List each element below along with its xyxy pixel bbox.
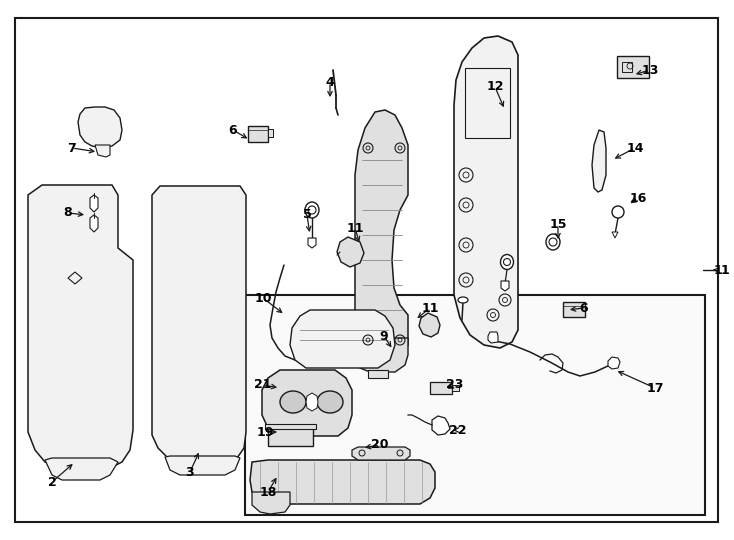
Polygon shape <box>322 346 332 355</box>
Bar <box>465 68 510 138</box>
Text: 12: 12 <box>486 80 504 93</box>
Polygon shape <box>608 357 620 369</box>
Polygon shape <box>488 332 498 343</box>
Polygon shape <box>28 185 133 468</box>
Text: 16: 16 <box>629 192 647 205</box>
Text: 7: 7 <box>68 141 76 154</box>
Polygon shape <box>612 232 618 238</box>
Polygon shape <box>78 107 122 148</box>
Ellipse shape <box>305 202 319 218</box>
Polygon shape <box>419 313 440 337</box>
Bar <box>622 62 632 72</box>
Text: 1: 1 <box>713 264 722 276</box>
Polygon shape <box>95 145 110 157</box>
Polygon shape <box>165 456 240 475</box>
Polygon shape <box>306 393 318 411</box>
Bar <box>563 302 585 317</box>
Polygon shape <box>337 237 364 267</box>
Text: 23: 23 <box>446 379 464 392</box>
Bar <box>430 382 452 394</box>
Polygon shape <box>252 492 290 514</box>
Polygon shape <box>355 110 408 360</box>
Text: 6: 6 <box>229 124 237 137</box>
Text: 22: 22 <box>449 423 467 436</box>
Text: 13: 13 <box>642 64 658 77</box>
Polygon shape <box>152 186 246 462</box>
Text: 11: 11 <box>346 221 364 234</box>
Polygon shape <box>262 370 352 436</box>
Bar <box>248 126 268 142</box>
Polygon shape <box>308 238 316 248</box>
Text: 9: 9 <box>379 329 388 342</box>
Text: 4: 4 <box>326 76 335 89</box>
Polygon shape <box>432 416 450 435</box>
Polygon shape <box>355 338 408 372</box>
Ellipse shape <box>546 234 560 250</box>
Text: 1: 1 <box>721 264 730 276</box>
Text: 15: 15 <box>549 219 567 232</box>
Text: 19: 19 <box>256 426 274 438</box>
Polygon shape <box>454 36 518 348</box>
Text: 21: 21 <box>254 379 272 392</box>
Bar <box>245 295 705 515</box>
Circle shape <box>612 206 624 218</box>
Text: 17: 17 <box>646 381 664 395</box>
Ellipse shape <box>280 391 306 413</box>
Bar <box>617 56 649 78</box>
Bar <box>368 370 388 378</box>
Polygon shape <box>90 215 98 232</box>
Polygon shape <box>352 447 410 460</box>
Bar <box>265 424 316 429</box>
Text: 3: 3 <box>186 465 195 478</box>
Ellipse shape <box>501 254 514 269</box>
Ellipse shape <box>317 391 343 413</box>
Ellipse shape <box>458 297 468 303</box>
Polygon shape <box>592 130 606 192</box>
Polygon shape <box>90 195 98 212</box>
Text: 10: 10 <box>254 292 272 305</box>
Bar <box>268 129 273 137</box>
Text: 2: 2 <box>48 476 57 489</box>
Polygon shape <box>501 281 509 291</box>
Polygon shape <box>250 460 435 504</box>
Text: 8: 8 <box>64 206 73 219</box>
Bar <box>452 385 459 391</box>
Bar <box>268 428 313 446</box>
Text: 11: 11 <box>421 301 439 314</box>
Text: 5: 5 <box>302 208 311 221</box>
Text: 18: 18 <box>259 485 277 498</box>
Text: 6: 6 <box>580 301 589 314</box>
Polygon shape <box>45 458 118 480</box>
Polygon shape <box>290 310 395 368</box>
Text: 14: 14 <box>626 141 644 154</box>
Text: 20: 20 <box>371 438 389 451</box>
